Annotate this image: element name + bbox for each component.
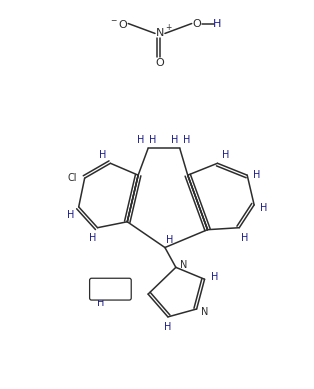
- Text: H: H: [171, 135, 179, 145]
- Text: H: H: [99, 151, 106, 160]
- Text: N: N: [180, 260, 187, 270]
- Text: H: H: [149, 135, 157, 145]
- Text: H: H: [89, 233, 96, 243]
- Text: O: O: [192, 19, 201, 28]
- Text: $^-$O: $^-$O: [109, 18, 129, 30]
- Text: H: H: [164, 322, 171, 332]
- Text: H: H: [97, 298, 104, 308]
- Text: N: N: [156, 28, 164, 39]
- Text: H: H: [166, 235, 174, 245]
- Text: Cl: Cl: [67, 173, 77, 183]
- Text: H: H: [260, 203, 268, 213]
- Text: H: H: [67, 210, 74, 220]
- Text: Abs: Abs: [102, 285, 119, 294]
- Text: H: H: [138, 135, 145, 145]
- Text: H: H: [183, 135, 190, 145]
- Text: H: H: [241, 233, 248, 243]
- Text: N: N: [201, 307, 208, 317]
- FancyBboxPatch shape: [89, 278, 131, 300]
- Text: H: H: [211, 272, 218, 282]
- Text: H: H: [213, 19, 222, 28]
- Text: H: H: [253, 170, 261, 180]
- Text: +: +: [165, 23, 171, 32]
- Text: O: O: [156, 58, 164, 68]
- Text: H: H: [222, 151, 229, 160]
